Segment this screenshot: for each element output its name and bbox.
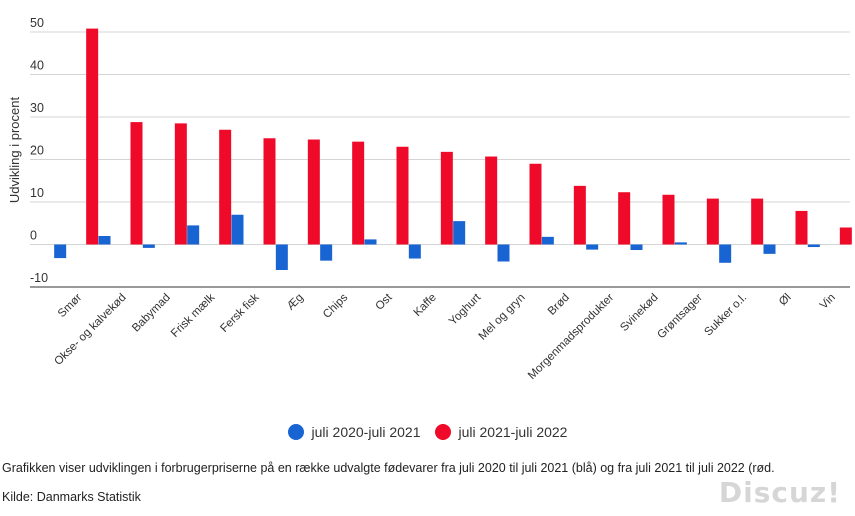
legend-swatch-series-1 — [287, 424, 304, 440]
legend-label-series-1: juli 2020-juli 2021 — [311, 424, 421, 440]
x-tick-label: Chips — [321, 291, 350, 320]
bar-series-1[interactable] — [807, 244, 820, 248]
x-tick-label: Morgenmadsprodukter — [526, 292, 616, 382]
y-tick-label: 50 — [30, 16, 44, 30]
bar-series-2[interactable] — [396, 146, 409, 245]
x-tick-label: Vin — [818, 292, 838, 312]
bar-series-1[interactable] — [275, 244, 288, 271]
watermark-logo: Discuz! — [718, 476, 841, 509]
legend-item-series-1[interactable]: juli 2020-juli 2021 — [287, 424, 421, 440]
bar-series-1[interactable] — [187, 225, 200, 245]
x-tick-label: Smør — [56, 292, 84, 320]
x-tick-label: Grøntsager — [655, 292, 705, 342]
legend: juli 2020-juli 2021 juli 2021-juli 2022 — [0, 420, 855, 444]
chart-caption: Grafikken viser udviklingen i forbrugerp… — [2, 461, 775, 475]
x-tick-label: Mel og gryn — [477, 292, 528, 343]
bar-series-1[interactable] — [586, 244, 599, 250]
legend-label-series-2: juli 2021-juli 2022 — [458, 424, 568, 440]
bars — [54, 28, 852, 271]
bar-series-1[interactable] — [674, 242, 687, 245]
bar-series-2[interactable] — [751, 198, 764, 245]
bar-series-1[interactable] — [453, 221, 466, 245]
bar-series-2[interactable] — [440, 151, 453, 245]
bar-series-2[interactable] — [795, 210, 808, 245]
x-tick-label: Æg — [285, 292, 306, 313]
bar-series-1[interactable] — [54, 244, 67, 259]
y-tick-label: -10 — [30, 271, 48, 285]
bar-series-2[interactable] — [485, 156, 498, 245]
bar-series-2[interactable] — [307, 139, 320, 245]
bar-series-1[interactable] — [142, 244, 155, 248]
x-tick-label: Frisk mælk — [169, 291, 217, 339]
bar-series-1[interactable] — [497, 244, 510, 262]
bar-series-2[interactable] — [263, 138, 276, 245]
bar-series-2[interactable] — [219, 129, 232, 245]
y-tick-label: 40 — [30, 59, 44, 73]
bar-series-2[interactable] — [86, 28, 99, 245]
y-tick-label: 10 — [30, 186, 44, 200]
y-tick-labels: -10 0 10 20 30 40 50 — [30, 16, 48, 285]
bar-series-2[interactable] — [352, 141, 365, 245]
y-axis-label: Udvikling i procent — [7, 97, 22, 204]
x-tick-label: Yoghurt — [447, 291, 484, 328]
chart-source: Kilde: Danmarks Statistik — [2, 490, 141, 504]
bar-series-1[interactable] — [364, 239, 377, 245]
bar-series-2[interactable] — [618, 192, 631, 245]
bar-series-2[interactable] — [839, 227, 852, 245]
y-tick-label: 0 — [30, 229, 37, 243]
bar-series-1[interactable] — [98, 236, 111, 245]
x-tick-label: Øl — [777, 292, 794, 309]
bar-series-2[interactable] — [174, 123, 187, 245]
bar-series-1[interactable] — [231, 214, 244, 245]
legend-swatch-series-2 — [434, 424, 451, 440]
x-tick-label: Kaffe — [412, 292, 439, 319]
x-tick-label: Sukker o.l. — [702, 292, 749, 339]
x-tick-label: Babymad — [130, 292, 173, 335]
grid-lines — [30, 31, 850, 288]
x-tick-label: Brød — [546, 292, 572, 318]
bar-series-2[interactable] — [706, 198, 719, 245]
x-tick-label: Ost — [373, 291, 395, 313]
y-tick-label: 30 — [30, 101, 44, 115]
bar-series-1[interactable] — [630, 244, 643, 251]
bar-series-1[interactable] — [320, 244, 333, 261]
bar-series-2[interactable] — [573, 185, 586, 245]
legend-item-series-2[interactable]: juli 2021-juli 2022 — [434, 424, 568, 440]
bar-series-1[interactable] — [719, 244, 732, 263]
bar-series-2[interactable] — [130, 122, 143, 245]
x-tick-label: Fersk fisk — [218, 291, 261, 334]
x-tick-label: Svinekød — [618, 292, 660, 334]
bar-series-1[interactable] — [408, 244, 421, 259]
bar-series-2[interactable] — [662, 194, 675, 245]
bar-series-1[interactable] — [763, 244, 776, 254]
bar-series-2[interactable] — [529, 163, 542, 245]
y-tick-label: 20 — [30, 144, 44, 158]
bar-series-1[interactable] — [541, 236, 554, 245]
